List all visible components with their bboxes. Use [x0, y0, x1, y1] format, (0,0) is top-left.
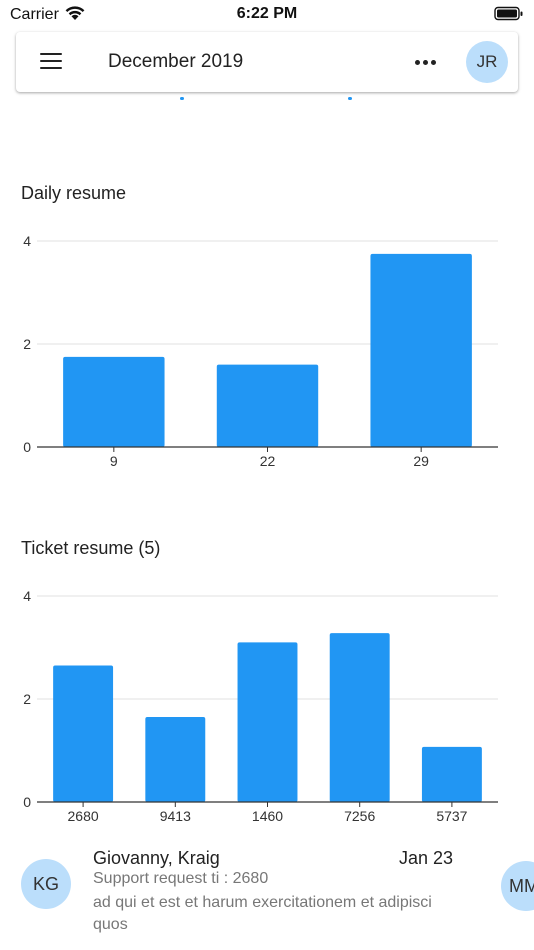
- ticket-chart-svg: 0 2 4 2680 9413 1460 7256 5737: [23, 588, 498, 824]
- status-bar: Carrier 6:22 PM: [0, 0, 534, 30]
- y-tick-label: 2: [23, 691, 31, 707]
- menu-icon[interactable]: [38, 50, 64, 74]
- y-tick-label: 4: [23, 233, 31, 249]
- avatar[interactable]: JR: [466, 41, 508, 83]
- bar: [329, 633, 390, 802]
- scroll-artifact: [348, 97, 352, 100]
- ticket-description: ad qui et est et harum exercitationem et…: [93, 894, 432, 933]
- x-tick-label: 22: [260, 453, 276, 469]
- carrier-label: Carrier: [10, 6, 59, 23]
- bar: [145, 717, 206, 802]
- chart-title-ticket: Ticket resume (5): [21, 538, 161, 558]
- bar: [237, 642, 298, 802]
- app-header: December 2019 JR: [16, 32, 518, 92]
- ticket-resume-chart: 0 2 4 2680 9413 1460 7256 5737: [0, 580, 534, 830]
- x-tick-label: 1460: [252, 808, 283, 824]
- y-tick-label: 2: [23, 336, 31, 352]
- bar: [370, 253, 472, 447]
- x-tick-label: 7256: [344, 808, 375, 824]
- ticket-list-item[interactable]: KG Giovanny, Kraig Jan 23 Support reques…: [0, 840, 534, 950]
- battery-icon: [494, 6, 523, 21]
- avatar: KG: [21, 859, 71, 909]
- bar: [53, 665, 114, 802]
- daily-chart-svg: 0 2 4 9 22 29: [23, 233, 498, 469]
- x-tick-label: 2680: [68, 808, 99, 824]
- ticket-requester: Giovanny, Kraig: [93, 848, 220, 868]
- y-tick-label: 0: [23, 439, 31, 455]
- daily-resume-chart: 0 2 4 9 22 29: [0, 225, 534, 475]
- y-tick-label: 0: [23, 794, 31, 810]
- x-tick-label: 29: [413, 453, 429, 469]
- avatar: MM: [501, 861, 534, 911]
- scroll-artifact: [180, 97, 184, 100]
- clock: 6:22 PM: [236, 5, 298, 22]
- ticket-subject: Support request ti : 2680: [93, 870, 269, 887]
- ticket-date: Jan 23: [399, 848, 454, 868]
- chart-title-daily: Daily resume: [21, 183, 127, 203]
- x-tick-label: 9413: [160, 808, 191, 824]
- x-tick-label: 9: [110, 453, 118, 469]
- x-tick-label: 5737: [436, 808, 467, 824]
- y-tick-label: 4: [23, 588, 31, 604]
- wifi-icon: [65, 6, 85, 20]
- bar: [421, 746, 482, 802]
- page-title: December 2019: [108, 51, 244, 72]
- bar: [216, 364, 319, 447]
- bar: [63, 356, 165, 447]
- more-icon[interactable]: [414, 52, 438, 72]
